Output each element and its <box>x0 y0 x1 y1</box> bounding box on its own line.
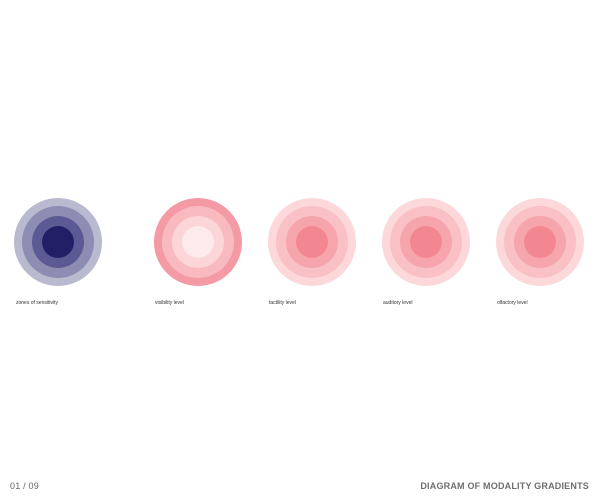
caption-auditory-level: auditory level <box>383 300 413 306</box>
circle-zones-of-sensitivity <box>14 198 102 286</box>
page-title: DIAGRAM OF MODALITY GRADIENTS <box>420 481 589 491</box>
circle-visibility-level <box>154 198 242 286</box>
caption-tactility-level: tactility level <box>269 300 296 306</box>
circle-olfactory-level <box>496 198 584 286</box>
circle-auditory-level <box>382 198 470 286</box>
ring-4 <box>182 226 214 258</box>
caption-olfactory-level: olfactory level <box>497 300 528 306</box>
ring-4 <box>410 226 442 258</box>
caption-visibility-level: visibility level <box>155 300 184 306</box>
page-number: 01 / 09 <box>10 481 39 491</box>
ring-4 <box>42 226 74 258</box>
circle-tactility-level <box>268 198 356 286</box>
ring-4 <box>524 226 556 258</box>
caption-zones-of-sensitivity: zones of sensitivity <box>16 300 58 306</box>
ring-4 <box>296 226 328 258</box>
